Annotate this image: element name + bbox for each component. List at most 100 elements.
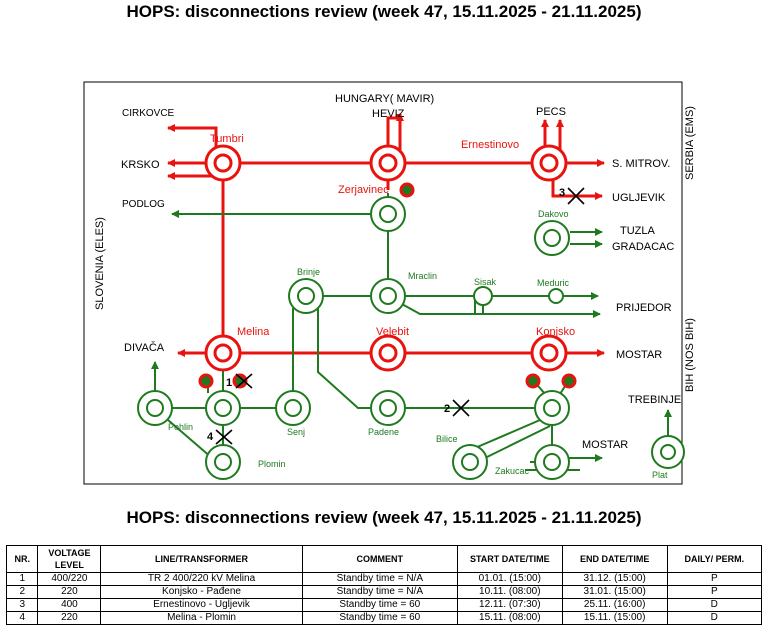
label-heviz: HEVIZ [372,108,405,120]
disconnections-table: NR. VOLTAGE LEVEL LINE/TRANSFORMER COMME… [5,545,763,625]
cell-end: 25.11. (16:00) [561,598,668,612]
station-dakovo [534,220,570,256]
label-gradacac: GRADACAC [612,241,674,253]
cell-voltage: 400 [37,598,102,612]
label-slovenia: SLOVENIA (ELES) [94,217,106,310]
cell-nr: 4 [5,611,39,625]
label-hungary: HUNGARY( MAVIR) [335,93,434,105]
cross-4 [215,429,233,445]
cell-line: Ernestinovo - Ugljevik [100,598,303,612]
station-melina-220 [205,390,241,426]
col-voltage: VOLTAGE LEVEL [37,545,102,573]
cell-daily: D [666,598,763,612]
station-velebit [369,334,407,372]
label-ugljevik: UGLJEVIK [612,192,666,204]
station-zakucac [534,444,570,480]
cell-daily: D [666,611,763,625]
cell-nr: 1 [5,572,39,586]
label-trebinje: TREBINJE [628,394,681,406]
label-prijedor: PRIJEDOR [616,302,672,314]
station-meduric [548,288,564,304]
label-zakucac: Zakucac [495,466,530,476]
label-plomin: Plomin [258,459,286,469]
label-tuzla: TUZLA [620,225,656,237]
label-mostar-400: MOSTAR [616,349,662,361]
table-row: 3 400 Ernestinovo - Ugljevik Standby tim… [5,598,763,612]
lines-220kv [151,193,672,471]
station-ernestinovo [530,144,568,182]
label-melina: Melina [237,326,270,338]
cell-start: 01.01. (15:00) [456,572,563,586]
label-plat: Plat [652,470,668,480]
label-mostar-220: MOSTAR [582,439,628,451]
station-brinje [288,278,324,314]
table-row: 1 400/220 TR 2 400/220 kV Melina Standby… [5,572,763,586]
cell-daily: P [666,585,763,599]
table-header-row: NR. VOLTAGE LEVEL LINE/TRANSFORMER COMME… [5,545,763,573]
table-title: HOPS: disconnections review (week 47, 15… [126,508,642,527]
label-podlog: PODLOG [122,199,165,210]
col-start: START DATE/TIME [456,545,563,573]
col-end: END DATE/TIME [561,545,668,573]
label-smitrov: S. MITROV. [612,158,670,170]
station-bilice [452,444,488,480]
col-comment: COMMENT [301,545,458,573]
cell-end: 31.01. (15:00) [561,585,668,599]
label-serbia: SERBIA (EMS) [684,106,696,180]
station-tumbri [204,144,242,182]
cell-nr: 2 [5,585,39,599]
cell-voltage: 220 [37,585,102,599]
station-plomin [205,444,241,480]
label-senj: Senj [287,427,305,437]
cell-comment: Standby time = N/A [301,585,458,599]
cell-start: 15.11. (08:00) [456,611,563,625]
station-konjsko [530,334,568,372]
cell-start: 10.11. (08:00) [456,585,563,599]
label-padene: Padene [368,427,399,437]
station-sisak [473,286,493,306]
marker-2: 2 [444,403,450,415]
label-mraclin: Mraclin [408,271,437,281]
cross-2 [452,399,470,417]
marker-1: 1 [226,377,232,389]
station-konjsko-220 [534,390,570,426]
marker-3: 3 [559,187,565,199]
label-bilice: Bilice [436,434,458,444]
label-cirkovce: CIRKOVCE [122,108,175,119]
station-padene [370,390,406,426]
station-pehlin [137,390,173,426]
cross-1 [235,373,253,389]
col-line: LINE/TRANSFORMER [100,545,303,573]
cell-start: 12.11. (07:30) [456,598,563,612]
disconnection-crosses [215,187,585,445]
label-dakovo: Dakovo [538,209,569,219]
cell-nr: 3 [5,598,39,612]
label-sisak: Sisak [474,277,497,287]
network-diagram: 1 2 3 4 HUNGARY( MAVIR) SERBIA (EMS) SLO… [83,81,696,485]
station-melina [204,334,242,372]
station-plat [651,435,685,469]
station-zerjavinec [370,196,406,232]
table-row: 4 220 Melina - Plomin Standby time = 60 … [5,611,763,625]
label-krsko: KRSKO [121,159,160,171]
label-brinje: Brinje [297,267,320,277]
label-zerjavinec: Zerjavinec [338,184,389,196]
cross-3 [567,187,585,205]
marker-4: 4 [207,431,214,443]
cell-daily: P [666,572,763,586]
label-meduric: Meduric [537,278,570,288]
cell-comment: Standby time = N/A [301,572,458,586]
table-row: 2 220 Konjsko - Pađene Standby time = N/… [5,585,763,599]
label-pehlin: Pehlin [168,422,193,432]
station-senj [275,390,311,426]
cell-end: 31.12. (15:00) [561,572,668,586]
label-tumbri: Tumbri [210,133,244,145]
cell-voltage: 400/220 [37,572,102,586]
transformer-dots [198,182,577,389]
label-velebit: Velebit [376,326,409,338]
cell-line: Melina - Plomin [100,611,303,625]
cell-end: 15.11. (15:00) [561,611,668,625]
station-heviz-node [369,144,407,182]
label-ernestinovo: Ernestinovo [461,139,519,151]
diagram-frame [83,81,683,485]
